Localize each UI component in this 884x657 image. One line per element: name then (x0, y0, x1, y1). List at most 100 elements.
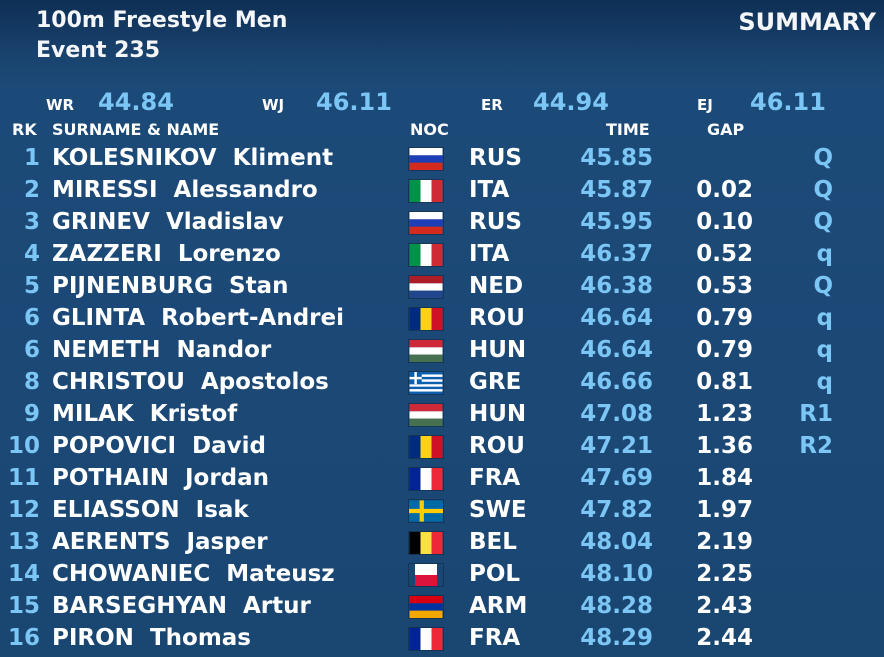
result-row: 10 POPOVICI David ROU 47.21 1.36 R2 (0, 430, 884, 462)
time-gap: 2.25 (696, 561, 753, 587)
result-row: 5 PIJNENBURG Stan NED 46.38 0.53 Q (0, 270, 884, 302)
rank: 9 (23, 401, 40, 427)
athlete-name: CHRISTOU Apostolos (52, 366, 329, 398)
race-time: 47.82 (580, 497, 653, 523)
athlete-first-name: Vladislav (165, 209, 284, 235)
qualification-mark: R1 (799, 401, 833, 427)
race-time: 48.10 (580, 561, 653, 587)
rus-flag-icon (409, 148, 443, 170)
rank: 8 (23, 369, 40, 395)
race-time: 45.85 (580, 145, 653, 171)
hun-flag-icon (409, 404, 443, 426)
record-value-ej: 46.11 (750, 88, 826, 116)
rank: 11 (7, 465, 40, 491)
noc-code: SWE (469, 497, 527, 523)
hun-flag-icon (409, 340, 443, 362)
noc-code: BEL (469, 529, 517, 555)
athlete-name: KOLESNIKOV Kliment (52, 142, 333, 174)
athlete-first-name: Mateusz (226, 561, 335, 587)
noc-code: FRA (469, 465, 521, 491)
qualification-mark: Q (813, 209, 833, 235)
athlete-surname: KOLESNIKOV (52, 145, 217, 171)
record-value-wj: 46.11 (316, 88, 392, 116)
athlete-surname: GRINEV (52, 209, 150, 235)
noc-code: ROU (469, 433, 525, 459)
noc-code: RUS (469, 209, 522, 235)
athlete-first-name: Kristof (149, 401, 238, 427)
qualification-mark: Q (813, 177, 833, 203)
athlete-surname: POPOVICI (52, 433, 176, 459)
athlete-surname: MIRESSI (52, 177, 158, 203)
ned-flag-icon (409, 276, 443, 298)
rank: 14 (7, 561, 40, 587)
athlete-surname: BARSEGHYAN (52, 593, 227, 619)
noc-code: NED (469, 273, 524, 299)
athlete-name: NEMETH Nandor (52, 334, 271, 366)
noc-code: ITA (469, 241, 510, 267)
time-gap: 0.53 (696, 273, 753, 299)
athlete-name: GRINEV Vladislav (52, 206, 284, 238)
time-gap: 1.97 (696, 497, 753, 523)
rank: 2 (23, 177, 40, 203)
athlete-surname: PIJNENBURG (52, 273, 213, 299)
athlete-name: MIRESSI Alessandro (52, 174, 318, 206)
athlete-name: MILAK Kristof (52, 398, 237, 430)
noc-code: ROU (469, 305, 525, 331)
athlete-first-name: Kliment (232, 145, 334, 171)
column-header-noc: NOC (410, 120, 449, 139)
athlete-first-name: Alessandro (173, 177, 318, 203)
noc-code: HUN (469, 401, 527, 427)
race-time: 45.87 (580, 177, 653, 203)
column-header-rank: RK (12, 120, 37, 139)
athlete-surname: PIRON (52, 625, 134, 651)
summary-label: SUMMARY (738, 8, 876, 36)
qualification-mark: q (816, 369, 833, 395)
fra-flag-icon (409, 468, 443, 490)
athlete-surname: ZAZZERI (52, 241, 162, 267)
race-time: 46.64 (580, 337, 653, 363)
ita-flag-icon (409, 180, 443, 202)
result-row: 3 GRINEV Vladislav RUS 45.95 0.10 Q (0, 206, 884, 238)
rank: 4 (23, 241, 40, 267)
noc-code: ARM (469, 593, 528, 619)
time-gap: 2.43 (696, 593, 753, 619)
athlete-first-name: Stan (229, 273, 289, 299)
race-time: 46.64 (580, 305, 653, 331)
qualification-mark: Q (813, 145, 833, 171)
record-value-wr: 44.84 (98, 88, 174, 116)
result-row: 11 POTHAIN Jordan FRA 47.69 1.84 (0, 462, 884, 494)
arm-flag-icon (409, 596, 443, 618)
time-gap: 0.79 (696, 337, 753, 363)
race-time: 48.28 (580, 593, 653, 619)
result-row: 14 CHOWANIEC Mateusz POL 48.10 2.25 (0, 558, 884, 590)
noc-code: HUN (469, 337, 527, 363)
time-gap: 0.10 (696, 209, 753, 235)
athlete-name: PIRON Thomas (52, 622, 251, 654)
athlete-name: AERENTS Jasper (52, 526, 268, 558)
athlete-first-name: Apostolos (200, 369, 329, 395)
result-row: 12 ELIASSON Isak SWE 47.82 1.97 (0, 494, 884, 526)
event-number: Event 235 (36, 38, 161, 63)
rank: 6 (23, 305, 40, 331)
athlete-surname: GLINTA (52, 305, 146, 331)
result-row: 1 KOLESNIKOV Kliment RUS 45.85 Q (0, 142, 884, 174)
athlete-surname: NEMETH (52, 337, 161, 363)
noc-code: FRA (469, 625, 521, 651)
athlete-surname: POTHAIN (52, 465, 169, 491)
time-gap: 2.44 (696, 625, 753, 651)
qualification-mark: q (816, 241, 833, 267)
record-label-wj: WJ (262, 96, 285, 114)
athlete-surname: CHOWANIEC (52, 561, 211, 587)
time-gap: 1.23 (696, 401, 753, 427)
athlete-name: PIJNENBURG Stan (52, 270, 288, 302)
time-gap: 0.52 (696, 241, 753, 267)
noc-code: POL (469, 561, 521, 587)
time-gap: 0.02 (696, 177, 753, 203)
result-row: 2 MIRESSI Alessandro ITA 45.87 0.02 Q (0, 174, 884, 206)
race-time: 46.38 (580, 273, 653, 299)
result-row: 4 ZAZZERI Lorenzo ITA 46.37 0.52 q (0, 238, 884, 270)
rank: 6 (23, 337, 40, 363)
column-header-name: SURNAME & NAME (52, 120, 220, 139)
athlete-first-name: Artur (242, 593, 311, 619)
qualification-mark: R2 (799, 433, 833, 459)
